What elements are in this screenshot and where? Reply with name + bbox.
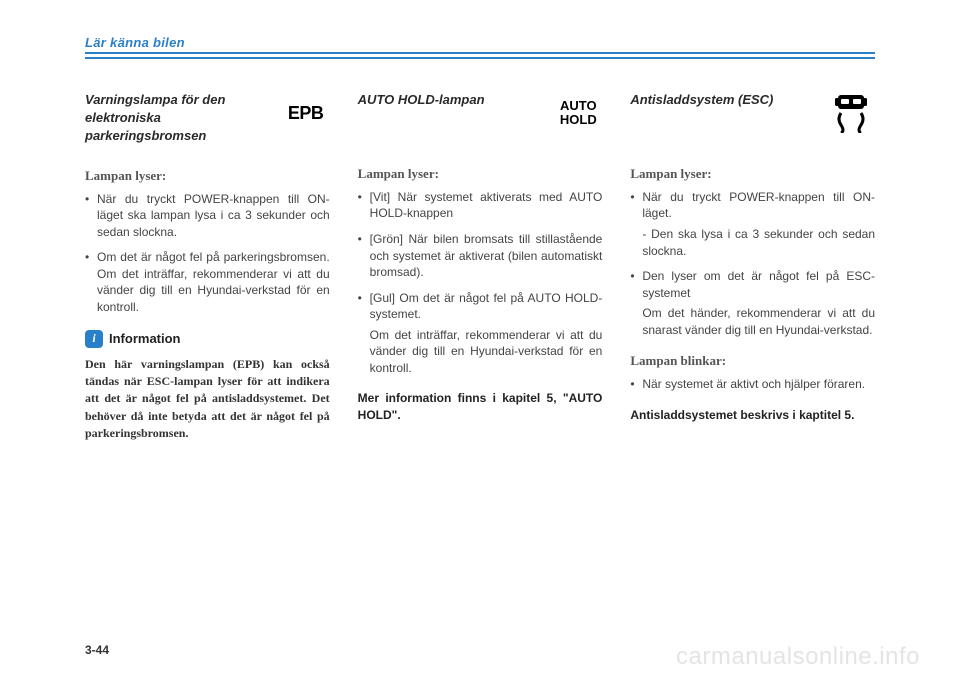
header-rule-top xyxy=(85,52,875,54)
list-item-para: Om det händer, rekommenderar vi att du s… xyxy=(642,305,875,338)
auto-hold-icon-text: AUTO HOLD xyxy=(560,99,597,126)
epb-icon: EPB xyxy=(282,91,330,135)
list-item-text: Den lyser om det är något fel på ESC-sys… xyxy=(642,269,875,300)
info-label: Information xyxy=(109,330,181,348)
list-item: När du tryckt POWER-knappen till ON-läge… xyxy=(85,191,330,241)
col2-more-info: Mer information finns i kapitel 5, "AUTO… xyxy=(358,390,603,423)
header-rule-bottom xyxy=(85,57,875,59)
info-body: Den här varningslampan (EPB) kan också t… xyxy=(85,356,330,443)
column-1: Varningslampa för den elektroniska parke… xyxy=(85,91,330,443)
auto-hold-line2: HOLD xyxy=(560,112,597,127)
list-subitem: - Den ska lysa i ca 3 sekunder och sedan… xyxy=(642,226,875,259)
col2-title: AUTO HOLD-lampan xyxy=(358,91,547,109)
col3-heading-row: Antisladdsystem (ESC) xyxy=(630,91,875,143)
section-header: Lär känna bilen xyxy=(85,35,875,50)
column-2: AUTO HOLD-lampan AUTO HOLD Lampan lyser:… xyxy=(358,91,603,443)
epb-icon-text: EPB xyxy=(288,101,324,126)
col2-heading-row: AUTO HOLD-lampan AUTO HOLD xyxy=(358,91,603,143)
col3-bullets-2: När systemet är aktivt och hjälper förar… xyxy=(630,376,875,393)
col1-subhead: Lampan lyser: xyxy=(85,167,330,185)
watermark: carmanualsonline.info xyxy=(676,643,920,671)
col3-subhead-2: Lampan blinkar: xyxy=(630,352,875,370)
auto-hold-icon: AUTO HOLD xyxy=(554,91,602,135)
col1-heading-row: Varningslampa för den elektroniska parke… xyxy=(85,91,330,145)
col3-title: Antisladdsystem (ESC) xyxy=(630,91,819,109)
content-columns: Varningslampa för den elektroniska parke… xyxy=(85,91,875,443)
col3-more-info: Antisladdsystemet beskrivs i kaptitel 5. xyxy=(630,407,875,424)
list-item: Den lyser om det är något fel på ESC-sys… xyxy=(630,268,875,338)
col1-bullets: När du tryckt POWER-knappen till ON-läge… xyxy=(85,191,330,316)
list-item-text: När du tryckt POWER-knappen till ON-läge… xyxy=(642,190,875,221)
info-icon: i xyxy=(85,330,103,348)
column-3: Antisladdsystem (ESC) Lampan lyser: xyxy=(630,91,875,443)
info-heading: i Information xyxy=(85,330,330,348)
col2-subhead: Lampan lyser: xyxy=(358,165,603,183)
col3-bullets-1: När du tryckt POWER-knappen till ON-läge… xyxy=(630,189,875,338)
list-item: [Gul] Om det är något fel på AUTO HOLD-s… xyxy=(358,290,603,377)
list-item: När du tryckt POWER-knappen till ON-läge… xyxy=(630,189,875,259)
list-item: Om det är något fel på parkeringsbromsen… xyxy=(85,249,330,315)
list-item-text: [Gul] Om det är något fel på AUTO HOLD-s… xyxy=(370,291,603,322)
col2-bullets: [Vit] När systemet aktiverats med AUTO H… xyxy=(358,189,603,376)
list-item: [Vit] När systemet aktiverats med AUTO H… xyxy=(358,189,603,222)
esc-icon xyxy=(827,91,875,135)
list-item-para: Om det inträffar, rekommenderar vi att d… xyxy=(370,327,603,377)
page-number: 3-44 xyxy=(85,643,109,657)
esc-icon-svg xyxy=(828,93,874,133)
document-page: Lär känna bilen Varningslampa för den el… xyxy=(85,35,875,443)
col1-title: Varningslampa för den elektroniska parke… xyxy=(85,91,274,145)
list-item: När systemet är aktivt och hjälper förar… xyxy=(630,376,875,393)
col3-subhead-1: Lampan lyser: xyxy=(630,165,875,183)
list-item: [Grön] När bilen bromsats till stillastå… xyxy=(358,231,603,281)
